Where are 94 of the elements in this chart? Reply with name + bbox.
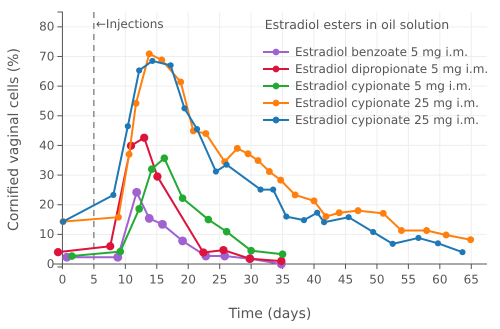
point <box>300 217 308 224</box>
x-axis-title: Time (days) <box>228 306 312 322</box>
point <box>354 207 362 214</box>
point <box>146 50 153 58</box>
y-tick-label: 40 <box>39 138 54 152</box>
point <box>346 214 352 220</box>
ref-line-label: ←Injections <box>96 17 164 31</box>
y-tick-label: 60 <box>39 78 54 93</box>
point <box>336 209 343 216</box>
point <box>140 134 148 142</box>
point <box>434 240 442 246</box>
x-tick-label: 5 <box>90 272 98 287</box>
y-tick-label: 20 <box>39 198 54 212</box>
point <box>370 228 376 236</box>
legend-label: Estradiol cypionate 25 mg i.m. <box>295 113 479 127</box>
point <box>390 240 396 247</box>
point <box>194 126 200 132</box>
point <box>234 144 241 152</box>
point <box>257 186 264 193</box>
point <box>202 130 210 138</box>
point <box>136 67 142 74</box>
point <box>314 210 320 216</box>
point <box>116 248 124 256</box>
point <box>442 232 450 238</box>
legend-label: Estradiol cypionate 5 mg i.m. <box>295 79 472 93</box>
point <box>283 214 290 220</box>
x-tick-label: 45 <box>338 272 354 287</box>
point <box>106 242 114 250</box>
y-tick-label: 50 <box>39 108 54 123</box>
point <box>222 228 230 236</box>
point <box>322 213 330 220</box>
x-tick-label: 20 <box>180 272 196 287</box>
point <box>292 191 299 198</box>
y-tick-label: 80 <box>39 20 54 34</box>
point <box>168 62 174 68</box>
x-tick-label: 15 <box>149 272 164 287</box>
x-tick-label: 25 <box>212 272 228 287</box>
x-tick-label: 60 <box>432 272 448 287</box>
point <box>124 123 131 130</box>
point <box>415 234 422 242</box>
point <box>270 186 276 193</box>
point <box>199 248 208 257</box>
point <box>212 168 219 175</box>
point <box>126 150 133 158</box>
y-tick-label: 30 <box>39 168 54 182</box>
point <box>110 192 116 198</box>
x-tick-label: 35 <box>274 272 290 287</box>
point <box>135 205 143 213</box>
point <box>181 105 188 112</box>
point <box>247 246 255 255</box>
legend-label: Estradiol dipropionate 5 mg i.m. <box>295 62 488 76</box>
x-tick-label: 30 <box>243 272 259 287</box>
point <box>149 58 156 64</box>
x-tick-label: 10 <box>118 272 133 287</box>
legend-label: Estradiol benzoate 5 mg i.m. <box>295 45 468 59</box>
y-tick-label: 70 <box>39 49 54 64</box>
point <box>160 154 168 162</box>
point <box>153 172 162 181</box>
point <box>254 157 262 164</box>
point <box>321 219 328 226</box>
point <box>244 150 252 158</box>
point <box>54 248 62 256</box>
point <box>158 220 167 229</box>
point <box>423 227 430 234</box>
point <box>204 216 212 224</box>
legend-title: Estradiol esters in oil solution <box>264 17 450 32</box>
point <box>224 162 230 168</box>
point <box>467 236 474 244</box>
x-tick-label: 50 <box>369 272 385 287</box>
point <box>144 214 154 223</box>
point <box>114 214 122 221</box>
x-tick-label: 65 <box>464 272 479 287</box>
point <box>398 227 405 234</box>
y-tick-label: 0 <box>46 256 54 271</box>
y-axis-title: Cornified vaginal cells (%) <box>6 48 22 231</box>
point <box>177 78 184 86</box>
point <box>278 250 286 258</box>
point <box>459 249 466 256</box>
x-tick-label: 0 <box>58 272 66 287</box>
point <box>219 246 228 254</box>
point <box>68 252 76 260</box>
x-tick-label: 55 <box>400 272 416 287</box>
x-tick-label: 40 <box>306 272 322 287</box>
point <box>132 188 142 197</box>
point <box>266 168 273 175</box>
point <box>178 236 188 246</box>
point <box>178 194 186 202</box>
point <box>277 176 284 184</box>
point <box>380 210 387 217</box>
point <box>277 256 286 266</box>
point <box>148 165 156 173</box>
y-tick-label: 10 <box>39 227 54 242</box>
point <box>310 197 318 204</box>
legend-label: Estradiol cypionate 25 mg i.m. <box>295 96 479 110</box>
